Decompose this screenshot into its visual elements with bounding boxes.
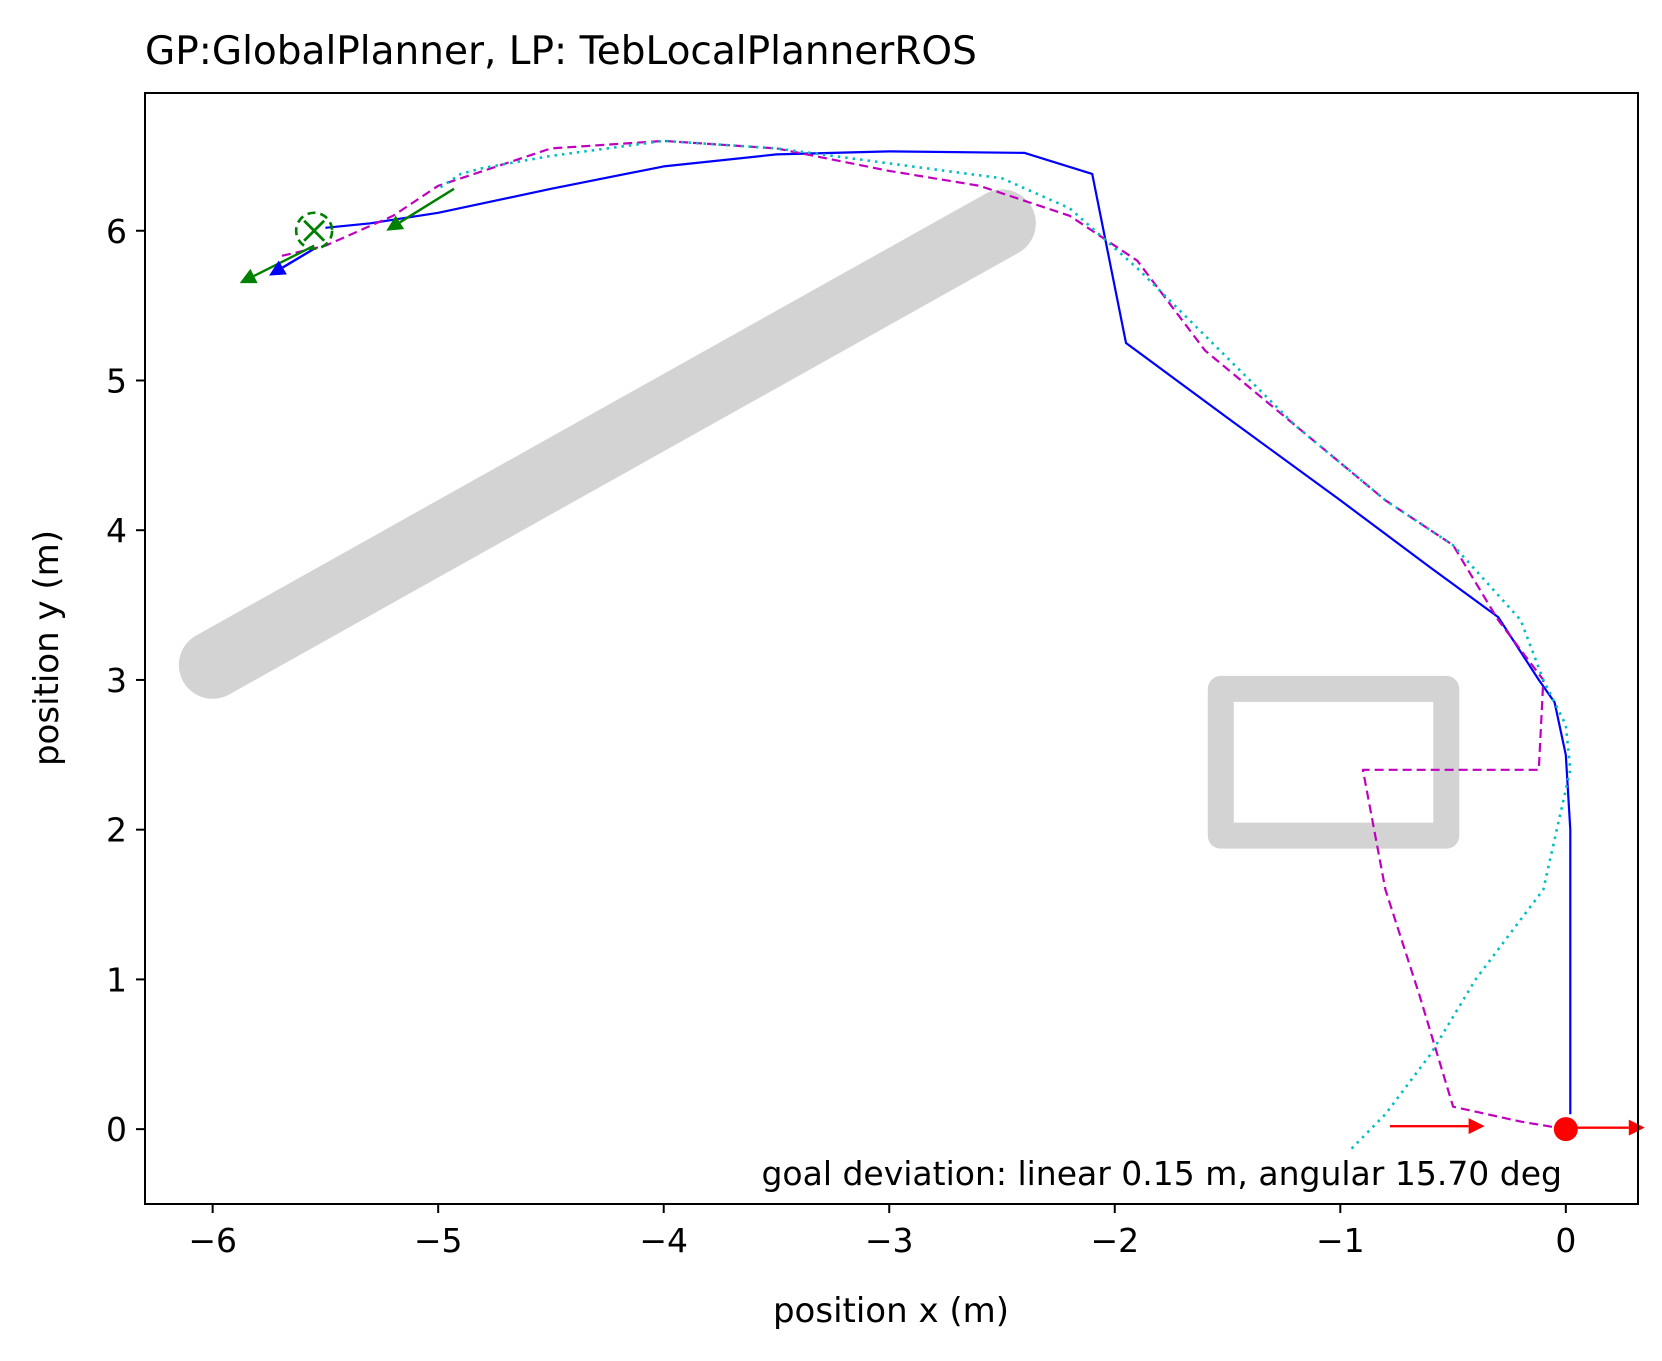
start-marker bbox=[1553, 1117, 1578, 1142]
goal-arrow-2-head bbox=[269, 260, 287, 276]
obstacle-box-1 bbox=[1207, 675, 1460, 849]
x-tick-label: −6 bbox=[188, 1221, 237, 1260]
plot-frame bbox=[144, 92, 1639, 1205]
y-tick-label: 1 bbox=[106, 960, 127, 999]
goal-arrow-0 bbox=[386, 187, 455, 231]
start-arrow-0-head bbox=[1468, 1118, 1485, 1135]
y-tick-label: 5 bbox=[106, 361, 127, 400]
x-tick-label: −3 bbox=[865, 1221, 914, 1260]
goal-arrow-1 bbox=[239, 244, 315, 284]
x-axis-label: position x (m) bbox=[773, 1291, 1009, 1331]
goal-arrow-2 bbox=[269, 247, 315, 276]
goal-arrow-0-shaft bbox=[399, 187, 455, 224]
series-dashed-line bbox=[280, 139, 1566, 1131]
goal-arrow-0-head bbox=[386, 215, 405, 231]
chart-title: GP:GlobalPlanner, LP: TebLocalPlannerROS bbox=[145, 29, 977, 74]
series-solid-line bbox=[325, 150, 1572, 1115]
series-dotted-line bbox=[437, 139, 1572, 1150]
y-tick-label: 0 bbox=[106, 1110, 127, 1149]
x-tick-label: −1 bbox=[1316, 1221, 1365, 1260]
obstacle-layer bbox=[178, 189, 1460, 849]
obstacle-wall-0 bbox=[178, 189, 1036, 699]
y-tick-label: 6 bbox=[106, 212, 127, 251]
start-arrow-0 bbox=[1389, 1118, 1485, 1135]
marker-layer bbox=[239, 187, 1645, 1142]
goal-arrow-1-shaft bbox=[253, 244, 315, 278]
goal-arrow-2-shaft bbox=[282, 247, 315, 269]
y-tick-label: 3 bbox=[106, 661, 127, 700]
y-axis-label: position y (m) bbox=[27, 530, 67, 766]
goal-deviation-annotation: goal deviation: linear 0.15 m, angular 1… bbox=[761, 1154, 1562, 1193]
x-tick-label: −2 bbox=[1090, 1221, 1139, 1260]
y-axis-ticks: 0 1 2 3 4 5 6 bbox=[106, 212, 145, 1149]
y-tick-label: 4 bbox=[106, 511, 127, 550]
y-tick-label: 2 bbox=[106, 811, 127, 850]
x-axis-ticks: −6 −5 −4 −3 −2 −1 0 bbox=[188, 1204, 1576, 1260]
start-arrow-1-head bbox=[1628, 1119, 1645, 1136]
x-tick-label: −5 bbox=[414, 1221, 463, 1260]
series-layer bbox=[280, 139, 1572, 1150]
goal-arrow-1-head bbox=[239, 268, 258, 284]
goal-circle-marker bbox=[294, 211, 334, 251]
goal-x-marker-b bbox=[303, 219, 326, 242]
x-tick-label: 0 bbox=[1555, 1221, 1576, 1260]
x-tick-label: −4 bbox=[639, 1221, 688, 1260]
